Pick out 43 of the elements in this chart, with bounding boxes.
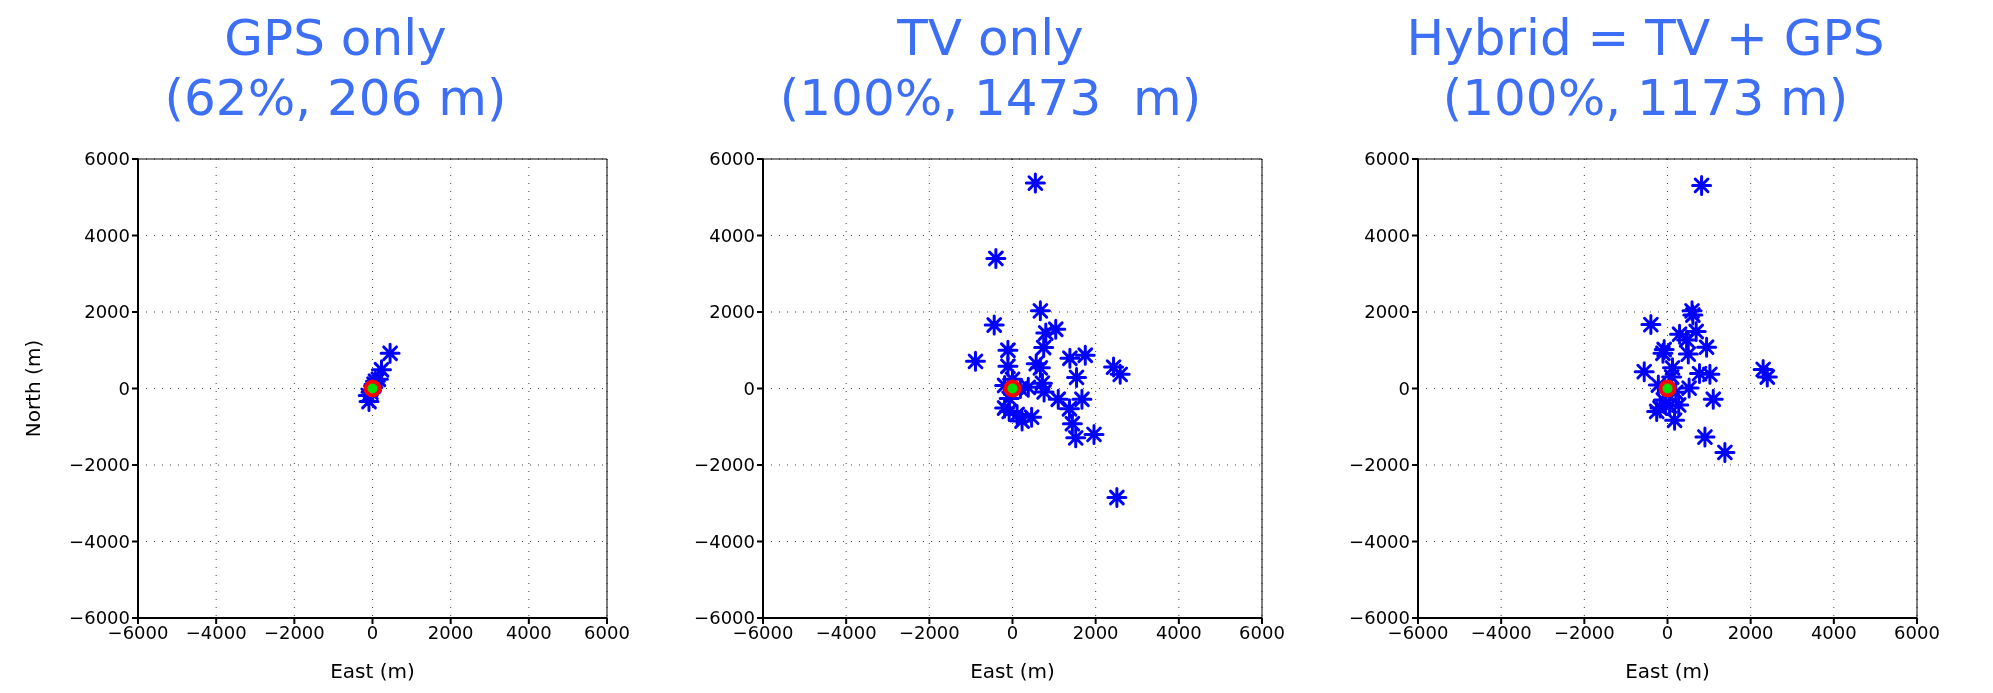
x-axis-title: East (m) [970,659,1055,683]
x-axis-title: East (m) [1625,659,1710,683]
y-tick-label: 2000 [709,301,755,323]
y-tick-label: 6000 [709,148,755,170]
x-tick-label: 4000 [505,621,552,643]
x-tick-label: −4000 [815,621,877,643]
chart-title: GPS only (62%, 206 m) [163,8,508,128]
x-tick-label: 0 [1661,621,1674,643]
x-axis-title: East (m) [330,659,415,683]
y-tick-label: 0 [1398,377,1410,399]
y-tick-label: 6000 [1364,148,1410,170]
x-tick-label: 2000 [427,621,474,643]
y-tick-label: 0 [118,377,130,399]
y-tick-label: 4000 [84,224,130,246]
x-tick-label: −2000 [898,621,960,643]
chart-title: TV only (100%, 1473 m) [778,8,1203,128]
y-tick-label: −4000 [69,530,130,552]
y-tick-label: 4000 [709,224,755,246]
x-tick-label: −4000 [1470,621,1532,643]
y-tick-label: 6000 [84,148,130,170]
y-axis-title: North (m) [21,339,46,438]
y-tick-label: 0 [743,377,755,399]
chart-title: Hybrid = TV + GPS (100%, 1173 m) [1405,8,1886,128]
x-tick-label: 2000 [1727,621,1774,643]
y-tick-label: 4000 [1364,224,1410,246]
x-tick-label: 2000 [1072,621,1119,643]
x-tick-label: 6000 [1239,621,1285,643]
y-tick-label: −2000 [69,454,130,476]
x-tick-label: 6000 [584,621,630,643]
x-tick-label: −4000 [185,621,247,643]
x-tick-label: 4000 [1810,621,1857,643]
x-tick-label: −2000 [263,621,325,643]
y-tick-label: 2000 [1364,301,1410,323]
x-tick-label: 6000 [1894,621,1940,643]
x-tick-label: −2000 [1553,621,1615,643]
y-tick-label: −4000 [1349,530,1410,552]
x-tick-label: 0 [1006,621,1019,643]
y-tick-label: 2000 [84,301,130,323]
x-tick-label: 4000 [1155,621,1202,643]
y-tick-label: −4000 [694,530,755,552]
y-tick-label: −2000 [1349,454,1410,476]
x-tick-label: 0 [366,621,379,643]
y-tick-label: −2000 [694,454,755,476]
